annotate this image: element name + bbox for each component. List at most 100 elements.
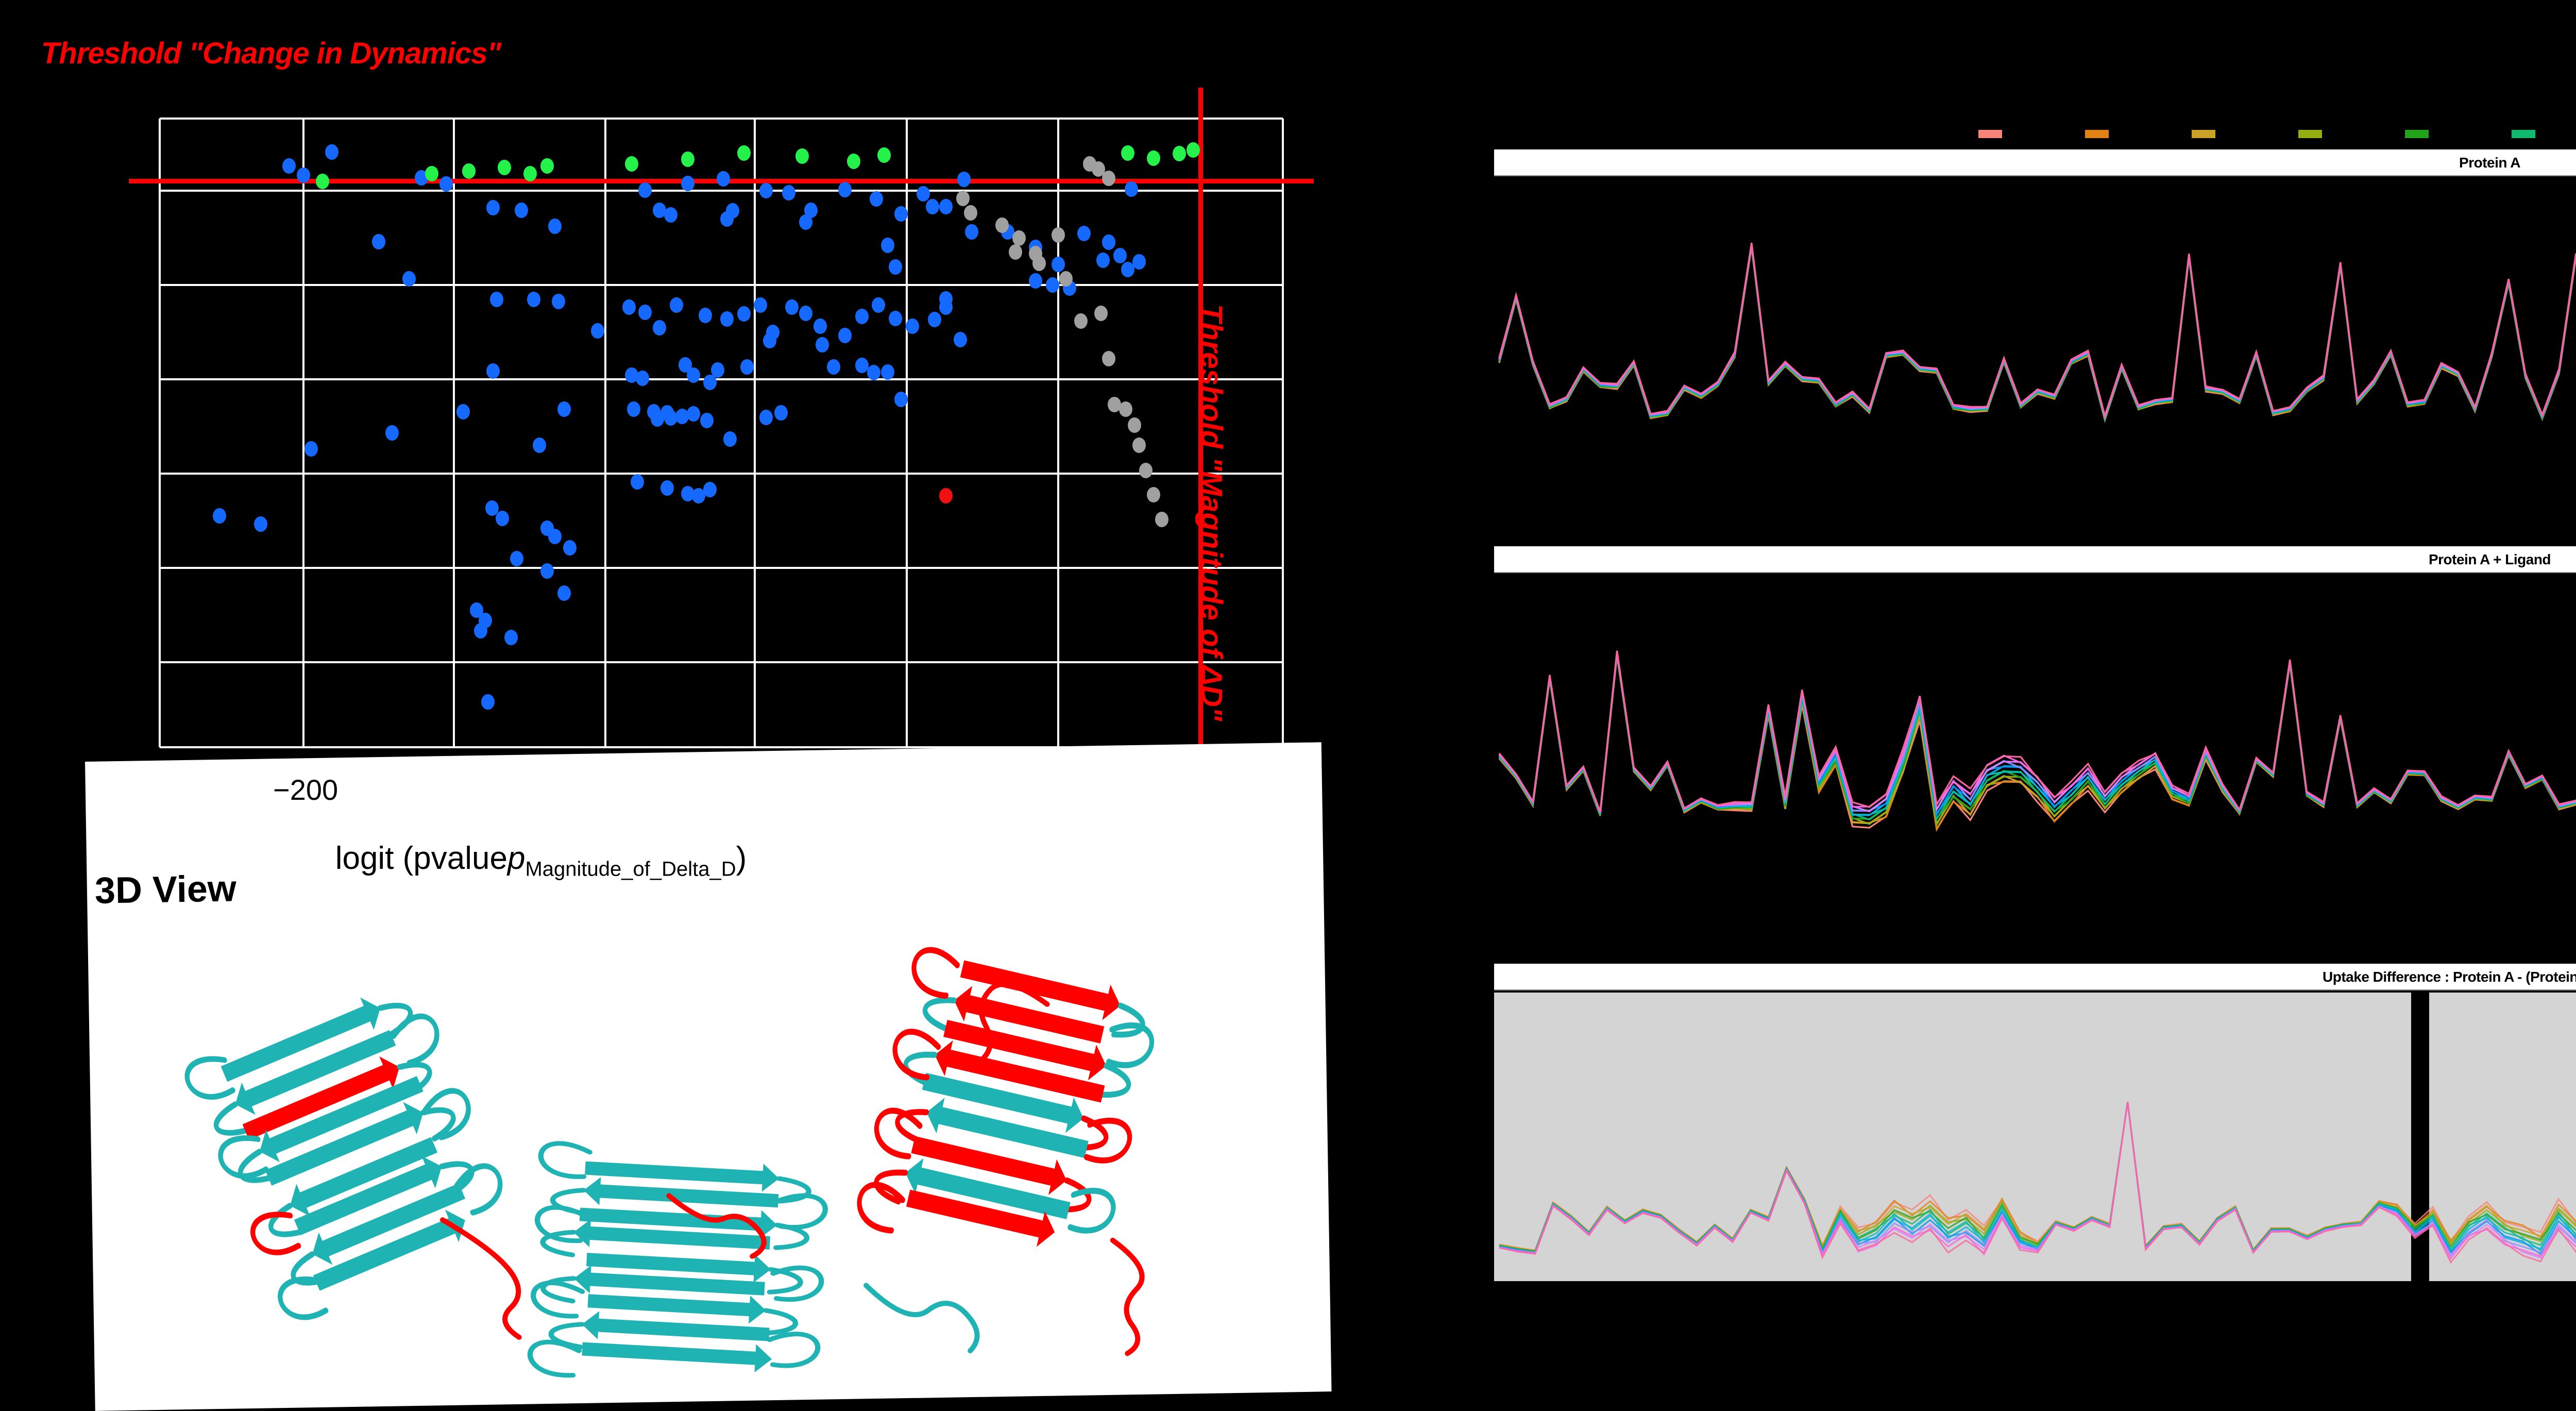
- volcano-point[interactable]: [495, 510, 509, 526]
- protein-a-ligand-traces[interactable]: [1484, 573, 2576, 851]
- legend-swatch-2[interactable]: [2192, 130, 2215, 138]
- volcano-point[interactable]: [1118, 401, 1132, 417]
- volcano-point[interactable]: [1139, 463, 1153, 479]
- volcano-point[interactable]: [867, 364, 881, 380]
- volcano-point[interactable]: [799, 306, 812, 322]
- volcano-point[interactable]: [686, 367, 700, 383]
- volcano-point[interactable]: [692, 488, 706, 503]
- volcano-point[interactable]: [557, 401, 571, 417]
- volcano-point[interactable]: [774, 405, 788, 421]
- legend-swatch-5[interactable]: [2512, 130, 2535, 138]
- volcano-point[interactable]: [925, 198, 939, 214]
- volcano-point[interactable]: [894, 392, 908, 408]
- volcano-point[interactable]: [872, 297, 886, 313]
- volcano-point[interactable]: [847, 153, 861, 169]
- volcano-point[interactable]: [490, 292, 503, 308]
- volcano-point[interactable]: [456, 404, 470, 419]
- volcano-point[interactable]: [523, 166, 537, 182]
- 3d-view-window[interactable]: 3D View: [85, 742, 1332, 1411]
- volcano-point[interactable]: [703, 375, 717, 391]
- volcano-point[interactable]: [653, 320, 667, 336]
- volcano-point[interactable]: [325, 144, 338, 160]
- volcano-point[interactable]: [917, 186, 930, 202]
- volcano-point[interactable]: [548, 529, 562, 545]
- volcano-point[interactable]: [630, 474, 644, 490]
- volcano-point[interactable]: [660, 405, 674, 421]
- volcano-point[interactable]: [551, 294, 565, 310]
- volcano-point[interactable]: [1077, 226, 1091, 242]
- volcano-point[interactable]: [504, 629, 518, 645]
- volcano-point[interactable]: [1132, 254, 1146, 270]
- volcano-point[interactable]: [557, 585, 571, 601]
- volcano-point[interactable]: [957, 172, 971, 188]
- volcano-point[interactable]: [486, 200, 500, 216]
- volcano-point[interactable]: [664, 207, 677, 223]
- volcano-point[interactable]: [254, 516, 268, 532]
- volcano-point[interactable]: [855, 309, 869, 325]
- volcano-point[interactable]: [939, 198, 953, 214]
- volcano-point[interactable]: [527, 292, 540, 308]
- volcano-point[interactable]: [548, 218, 562, 234]
- volcano-point[interactable]: [838, 181, 852, 197]
- volcano-point[interactable]: [681, 152, 694, 167]
- volcano-point[interactable]: [1052, 227, 1065, 243]
- volcano-point[interactable]: [880, 238, 894, 254]
- volcano-point[interactable]: [1096, 252, 1110, 268]
- volcano-point[interactable]: [954, 332, 968, 348]
- legend-swatch-0[interactable]: [1978, 130, 2002, 138]
- volcano-point[interactable]: [1009, 244, 1023, 260]
- legend-swatch-3[interactable]: [2298, 130, 2322, 138]
- volcano-plot-area[interactable]: Threshold "Change in Dynamics" Threshold…: [41, 37, 1314, 778]
- volcano-point[interactable]: [626, 401, 640, 417]
- volcano-point[interactable]: [1128, 417, 1142, 433]
- volcano-point[interactable]: [795, 148, 809, 164]
- volcano-point[interactable]: [624, 367, 638, 383]
- volcano-point[interactable]: [928, 312, 942, 328]
- volcano-point[interactable]: [1102, 351, 1116, 367]
- volcano-point[interactable]: [1108, 397, 1121, 413]
- volcano-point[interactable]: [827, 359, 840, 375]
- volcano-point[interactable]: [699, 307, 713, 323]
- volcano-point[interactable]: [1052, 257, 1065, 273]
- volcano-point[interactable]: [425, 166, 438, 182]
- volcano-point[interactable]: [1046, 277, 1060, 293]
- volcano-point[interactable]: [563, 540, 577, 556]
- volcano-point[interactable]: [939, 291, 953, 307]
- volcano-point[interactable]: [474, 623, 488, 639]
- volcano-point[interactable]: [813, 318, 827, 334]
- volcano-point[interactable]: [1102, 234, 1116, 250]
- volcano-point[interactable]: [540, 158, 554, 174]
- volcano-point[interactable]: [510, 551, 524, 566]
- volcano-point[interactable]: [1032, 255, 1046, 271]
- volcano-point[interactable]: [297, 167, 311, 183]
- volcano-point[interactable]: [1121, 261, 1135, 277]
- volcano-point[interactable]: [316, 174, 330, 189]
- volcano-point[interactable]: [838, 327, 852, 343]
- volcano-point[interactable]: [622, 299, 636, 315]
- volcano-point[interactable]: [439, 176, 453, 192]
- uptake-difference-traces[interactable]: [1484, 993, 2576, 1281]
- volcano-point[interactable]: [481, 694, 495, 710]
- volcano-point[interactable]: [638, 304, 652, 320]
- volcano-point[interactable]: [212, 508, 226, 524]
- volcano-point[interactable]: [1132, 438, 1146, 453]
- volcano-point[interactable]: [939, 488, 953, 503]
- volcano-point[interactable]: [737, 306, 751, 322]
- volcano-point[interactable]: [785, 299, 799, 315]
- volcano-point[interactable]: [462, 163, 476, 179]
- volcano-point[interactable]: [717, 171, 731, 187]
- volcano-point[interactable]: [956, 190, 970, 206]
- protein-a-traces[interactable]: [1484, 176, 2576, 455]
- volcano-point[interactable]: [1173, 146, 1187, 162]
- volcano-point[interactable]: [880, 364, 894, 380]
- volcano-point[interactable]: [963, 205, 977, 221]
- volcano-point[interactable]: [1074, 313, 1088, 329]
- volcano-point[interactable]: [720, 211, 734, 227]
- volcano-point[interactable]: [686, 406, 700, 422]
- volcano-point[interactable]: [1186, 142, 1200, 158]
- volcano-point[interactable]: [740, 359, 754, 375]
- volcano-point[interactable]: [514, 203, 528, 219]
- volcano-point[interactable]: [759, 183, 773, 199]
- volcano-point[interactable]: [282, 158, 296, 174]
- volcano-point[interactable]: [1012, 230, 1026, 246]
